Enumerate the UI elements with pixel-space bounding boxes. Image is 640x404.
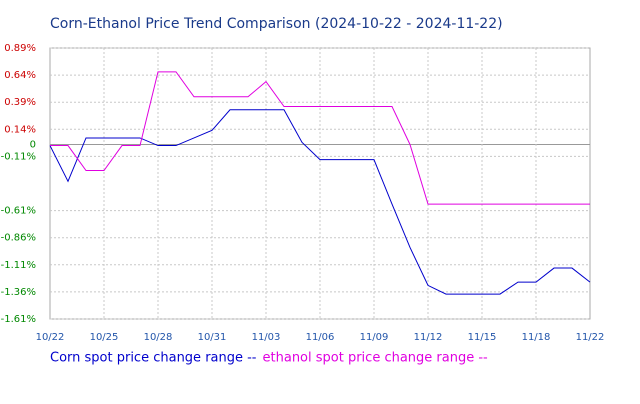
x-tick-label: 11/09 [360, 332, 389, 343]
y-tick-label: -0.86% [1, 233, 36, 244]
y-tick-label: -1.36% [1, 287, 36, 298]
x-tick-label: 11/18 [522, 332, 551, 343]
y-tick-label: 0.64% [4, 70, 36, 81]
y-tick-label: -1.61% [1, 314, 36, 325]
legend-entry: Corn spot price change range -- [50, 351, 257, 366]
x-tick-label: 11/12 [414, 332, 443, 343]
y-tick-label: -0.11% [1, 151, 36, 162]
series-line [50, 71, 590, 205]
x-tick-label: 11/15 [468, 332, 497, 343]
chart-title: Corn-Ethanol Price Trend Comparison (202… [50, 16, 503, 32]
y-tick-label: 0 [30, 139, 36, 150]
x-tick-label: 11/22 [576, 332, 605, 343]
x-tick-label: 10/22 [36, 332, 65, 343]
x-tick-label: 11/06 [306, 332, 335, 343]
y-tick-label: -1.11% [1, 260, 36, 271]
y-tick-label: 0.14% [4, 124, 36, 135]
x-tick-label: 11/03 [252, 332, 281, 343]
x-tick-label: 10/28 [144, 332, 173, 343]
legend-entry: ethanol spot price change range -- [263, 351, 489, 366]
y-tick-label: -0.61% [1, 206, 36, 217]
x-tick-label: 10/31 [198, 332, 227, 343]
y-tick-label: 0.89% [4, 43, 36, 54]
series-line [49, 109, 591, 295]
y-tick-label: 0.39% [4, 97, 36, 108]
x-tick-label: 10/25 [90, 332, 119, 343]
